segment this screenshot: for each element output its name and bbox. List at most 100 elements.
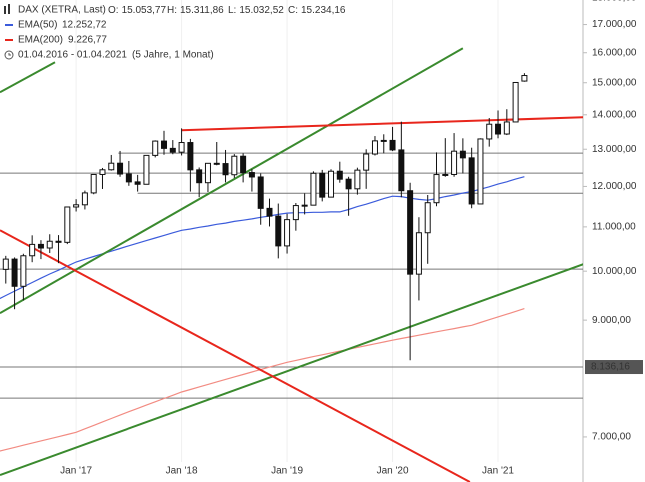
candle-body — [90, 173, 97, 194]
candle-body — [371, 140, 378, 155]
candle-body — [398, 149, 405, 192]
candle-body — [468, 157, 475, 205]
legend-label: EMA(200) — [18, 35, 63, 46]
candle-body — [178, 142, 185, 153]
candle-body — [442, 173, 449, 176]
x-tick-label: Jan '18 — [166, 466, 198, 477]
candle-body — [196, 169, 203, 184]
candle-body — [451, 150, 458, 175]
candle-body — [46, 240, 53, 249]
legend-value: 9.226,77 — [68, 35, 107, 46]
ohlc-key: L: — [228, 5, 236, 16]
clock-icon — [4, 50, 14, 60]
candle-body — [284, 219, 291, 247]
y-tick-label: 18.000,00 — [592, 0, 637, 4]
candle-body — [125, 173, 132, 183]
axis: 7.000,00 9.000,00 10.000,00 11.000,00 12.000… — [60, 0, 643, 477]
ohlc-key: C: — [288, 5, 298, 16]
candle-body — [108, 162, 115, 171]
candle-body — [20, 255, 27, 287]
ohlc-number: 15.311,86 — [180, 5, 224, 16]
y-tick-label: 17.000,00 — [592, 19, 637, 30]
candle-body — [292, 205, 299, 221]
price-marker — [585, 360, 643, 375]
ohlc-number: 15.053,77 — [122, 5, 167, 16]
ohlc-key: H: — [167, 5, 177, 16]
candle-body — [134, 181, 141, 185]
candle-body — [336, 170, 343, 180]
x-tick-label: Jan '20 — [377, 466, 409, 477]
candle-body — [161, 140, 168, 149]
candle-body — [99, 169, 106, 175]
candle-body — [222, 163, 229, 176]
candle-body — [143, 154, 150, 185]
candle-body — [503, 121, 510, 135]
y-tick-label: 9.000,00 — [592, 315, 631, 326]
candle-body — [433, 174, 440, 204]
legend-value: 12.252,72 — [62, 20, 107, 31]
candle-body — [424, 202, 431, 234]
plot-area — [0, 0, 583, 482]
instrument-title: DAX (XETRA, Last) — [18, 5, 106, 16]
candle-body — [29, 243, 36, 257]
candle-body — [319, 172, 326, 198]
candle-body — [363, 153, 370, 171]
candle-body — [301, 204, 308, 207]
candle-body — [459, 150, 466, 159]
ohlc-key: O: — [108, 5, 119, 16]
candle-body — [415, 232, 422, 275]
x-tick-label: Jan '21 — [482, 466, 514, 477]
y-tick-label: 14.000,00 — [592, 109, 637, 120]
candle-body — [486, 123, 493, 140]
candle-body — [81, 192, 88, 206]
candle-body — [73, 204, 80, 208]
x-tick-label: Jan '19 — [271, 466, 303, 477]
header: DAX (XETRA, Last) 01.04.2016 - 01.04.202… — [4, 4, 346, 61]
candle-body — [495, 123, 502, 135]
candle-body — [266, 207, 273, 217]
ohlc-value: L: 15.032,52 — [228, 5, 284, 16]
candle-body — [240, 155, 247, 174]
candle-body — [64, 206, 71, 243]
candle-body — [152, 140, 159, 156]
y-tick-label: 12.000,00 — [592, 181, 637, 192]
candle-body — [204, 162, 211, 184]
period: 01.04.2016 - 01.04.2021 — [18, 50, 127, 61]
candle-body — [328, 170, 335, 198]
candle-body — [248, 172, 255, 178]
candle-body — [407, 190, 414, 275]
price-marker-label: 8.136,16 — [591, 362, 630, 373]
logo-icon — [4, 4, 10, 14]
candle-body — [55, 240, 62, 243]
candle-body — [345, 178, 352, 190]
candle-body — [37, 243, 44, 249]
ohlc-value: C: 15.234,16 — [288, 5, 346, 16]
candle-body — [2, 258, 9, 270]
candle-body — [512, 81, 519, 123]
candle-body — [354, 169, 361, 190]
candle-body — [231, 155, 238, 176]
trendline — [0, 47, 464, 314]
ohlc-value: H: 15.311,86 — [167, 5, 224, 16]
y-tick-label: 10.000,00 — [592, 266, 637, 277]
trendline — [0, 229, 471, 482]
candle-body — [521, 75, 528, 82]
candle-body — [117, 162, 124, 175]
trendline — [0, 61, 56, 94]
ohlc-number: 15.234,16 — [301, 5, 346, 16]
candle-body — [187, 142, 194, 171]
x-tick-label: Jan '17 — [60, 466, 92, 477]
candle-body — [275, 215, 282, 247]
y-tick-label: 15.000,00 — [592, 77, 637, 88]
candle-body — [310, 172, 317, 206]
y-tick-label: 16.000,00 — [592, 47, 637, 58]
ohlc-value: O: 15.053,77 — [108, 5, 166, 16]
candle-body — [257, 176, 264, 209]
candle-body — [380, 139, 387, 142]
candle-body — [477, 138, 484, 205]
candle-body — [11, 258, 18, 287]
y-tick-label: 13.000,00 — [592, 144, 637, 155]
candle-body — [213, 162, 220, 165]
